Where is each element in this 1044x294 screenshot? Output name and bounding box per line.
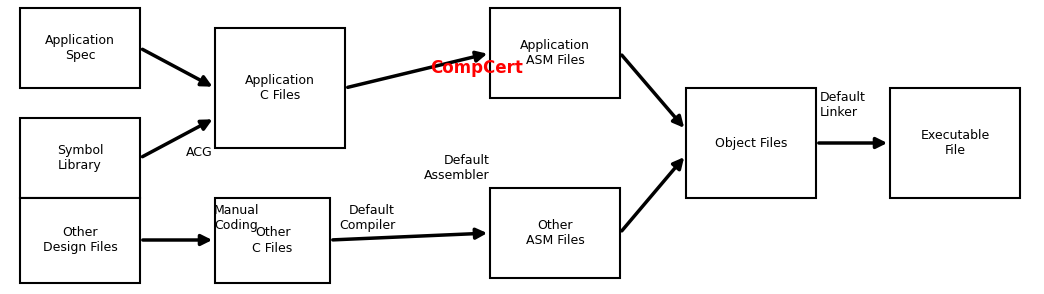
Text: Default
Linker: Default Linker (820, 91, 865, 119)
Bar (490, 188, 620, 278)
Text: CompCert: CompCert (430, 59, 523, 77)
Bar (20, 118, 140, 198)
Text: Manual
Coding: Manual Coding (214, 204, 260, 232)
Text: Application
ASM Files: Application ASM Files (520, 39, 590, 67)
Bar (20, 198, 140, 283)
Bar (490, 8, 620, 98)
Bar (20, 8, 140, 88)
Bar (889, 88, 1020, 198)
Text: Object Files: Object Files (715, 136, 787, 150)
Text: Other
C Files: Other C Files (253, 226, 292, 255)
Text: Other
Design Files: Other Design Files (43, 226, 117, 255)
Text: Other
ASM Files: Other ASM Files (525, 219, 585, 247)
Text: Default
Assembler: Default Assembler (424, 154, 490, 182)
Text: ACG: ACG (186, 146, 213, 160)
Bar (215, 198, 330, 283)
Text: Executable
File: Executable File (921, 129, 990, 157)
Bar (686, 88, 816, 198)
Text: Symbol
Library: Symbol Library (56, 144, 103, 172)
Text: Application
C Files: Application C Files (245, 74, 315, 102)
Text: Application
Spec: Application Spec (45, 34, 115, 62)
Text: Default
Compiler: Default Compiler (338, 204, 395, 232)
Bar (215, 28, 345, 148)
